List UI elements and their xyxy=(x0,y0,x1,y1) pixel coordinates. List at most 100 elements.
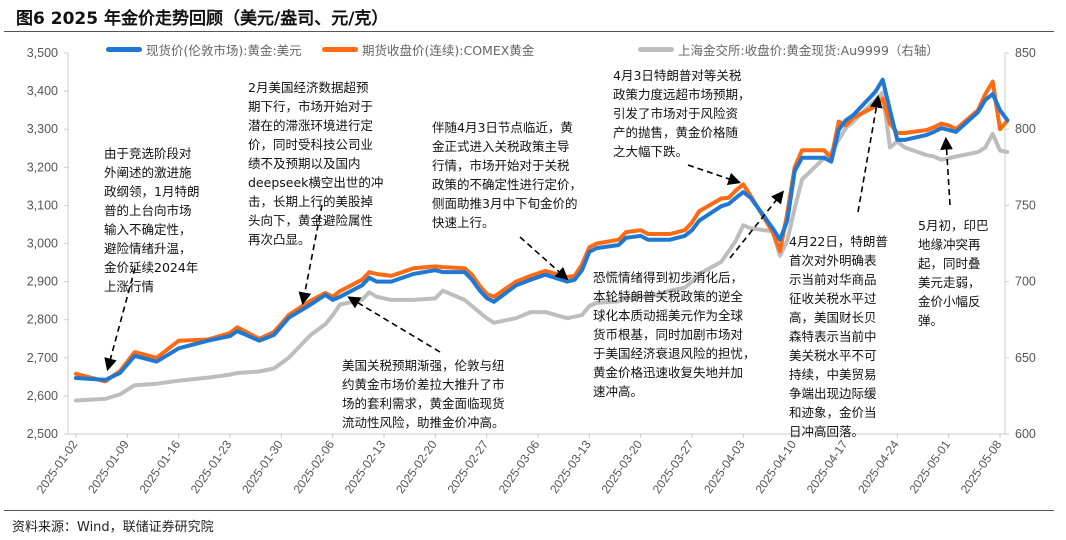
annotation-line: 输入不确定性， xyxy=(104,222,192,237)
x-tick-label: 2025-04-24 xyxy=(855,437,902,496)
annotation-line: 5月初，印巴 xyxy=(918,218,989,233)
annotation-line: 流动性风险，助推金价冲高。 xyxy=(342,415,505,430)
x-tick-label: 2025-04-03 xyxy=(701,437,748,496)
annotation-line: 产的抛售，黄金价格随 xyxy=(613,125,739,140)
annotation-text: 4月22日，特朗普 首次对外明确表 示当前对华商品 征收关税水平过 高，美国财长贝 森特表… xyxy=(789,232,888,441)
annotation-line: 美关税水平不可 xyxy=(789,348,877,363)
legend-swatch-sge xyxy=(638,47,674,52)
left-tick-label: 2,500 xyxy=(27,427,58,441)
series-line-spot xyxy=(74,77,1010,382)
left-tick-label: 3,200 xyxy=(27,160,58,174)
annotation-line: 于美国经济衰退风险的担忧， xyxy=(593,346,756,361)
annotation-line: 上涨行情 xyxy=(104,279,155,294)
legend-label-spot: 现货价(伦敦市场):黄金:美元 xyxy=(146,43,302,58)
annotation-line: 行情，市场开始对于关税 xyxy=(432,158,570,173)
annotation-text: 4月3日特朗普对等关税 政策力度远超市场预期， 引发了市场对于风险资 产的抛售，黄金价… xyxy=(613,66,751,161)
annotation-arrow xyxy=(519,236,569,281)
annotation-line: 美国关税预期渐强，伦敦与纽 xyxy=(342,358,505,373)
left-tick-label: 2,700 xyxy=(27,351,58,365)
annotation-line: 和迹象，金价当 xyxy=(789,405,877,420)
x-tick-label: 2025-01-23 xyxy=(188,437,235,496)
annotation-line: 普的上台向市场 xyxy=(104,203,192,218)
annotation-line: 避险情绪升温， xyxy=(104,241,192,256)
annotation-line: 再次凸显。 xyxy=(248,232,311,247)
annotation-line: 金价延续2024年 xyxy=(104,260,199,275)
left-tick-label: 3,000 xyxy=(27,237,58,251)
x-tick-label: 2025-03-06 xyxy=(496,437,543,496)
x-tick-label: 2025-02-27 xyxy=(444,437,491,496)
annotation-arrow xyxy=(940,136,953,206)
series-line-sge xyxy=(74,90,1010,403)
legend-label-sge: 上海金交所:收盘价:黄金现货:Au9999（右轴） xyxy=(678,43,939,58)
legend-swatch-spot xyxy=(106,47,142,52)
annotation-line: 政策的不确定性进行定价， xyxy=(432,177,583,192)
annotation-line: 地缘冲突再 xyxy=(918,237,981,252)
annotation-line: 外阐述的激进施 xyxy=(104,165,192,180)
legend-item-sge: 上海金交所:收盘价:黄金现货:Au9999（右轴） xyxy=(638,40,939,59)
annotation-line: 4月3日特朗普对等关税 xyxy=(613,68,742,83)
annotation-text: 由于竞选阶段对 外阐述的激进施 政纲领，1月特朗 普的上台向市场 输入不确定性， 避险情绪… xyxy=(104,144,199,296)
annotation-line: 期下行，市场开始对于 xyxy=(248,99,374,114)
x-tick-label: 2025-02-06 xyxy=(290,437,337,496)
annotation-line: 货币根基，同时加剧市场对 xyxy=(593,327,744,342)
x-tick-label: 2025-03-27 xyxy=(650,437,697,496)
annotation-line: 金价小幅反 xyxy=(918,294,981,309)
x-tick-label: 2025-05-08 xyxy=(958,437,1005,496)
annotation-line: 4月22日，特朗普 xyxy=(789,234,888,249)
source-note: 资料来源：Wind，联储证券研究院 xyxy=(12,520,214,535)
annotation-arrow xyxy=(298,204,323,306)
legend-label-futures: 期货收盘价(连续):COMEX黄金 xyxy=(362,43,535,58)
right-tick-label: 700 xyxy=(1015,275,1036,289)
right-tick-label: 800 xyxy=(1015,122,1036,136)
annotation-line: 快速上行。 xyxy=(432,215,495,230)
annotation-line: 头向下，黄金避险属性 xyxy=(248,213,374,228)
x-tick-label: 2025-01-16 xyxy=(136,437,183,496)
annotation-line: deepseek横空出世的冲 xyxy=(248,175,384,190)
annotation-line: 侧面助推3月中下旬金价的 xyxy=(432,196,578,211)
annotation-arrow xyxy=(104,267,136,372)
right-tick-label: 750 xyxy=(1015,198,1036,212)
annotation-text: 伴随4月3日节点临近，黄 金正式进入关税政策主导 行情，市场开始对于关税 政策的不确定… xyxy=(432,118,582,232)
annotation-arrow xyxy=(347,296,441,353)
annotation-line: 持续，中美贸易 xyxy=(789,367,877,382)
annotation-line: 首次对外明确表 xyxy=(789,253,877,268)
annotation-line: 价，同时受科技公司业 xyxy=(248,137,374,152)
annotation-line: 争端出现边际缓 xyxy=(789,386,877,401)
annotation-line: 由于竞选阶段对 xyxy=(104,146,192,161)
bottom-rule xyxy=(4,510,1054,511)
annotation-line: 2月美国经济数据超预 xyxy=(248,80,369,95)
top-rule xyxy=(4,31,1054,32)
left-tick-label: 3,100 xyxy=(27,198,58,212)
x-tick-label: 2025-01-02 xyxy=(34,437,81,496)
left-tick-label: 2,900 xyxy=(27,275,58,289)
x-tick-label: 2025-01-09 xyxy=(85,437,132,496)
annotation-line: 本轮特朗普关税政策的逆全 xyxy=(593,289,744,304)
left-tick-label: 2,600 xyxy=(27,389,58,403)
annotation-arrow xyxy=(729,190,784,259)
annotation-line: 球化本质动摇美元作为全球 xyxy=(593,308,744,323)
x-tick-label: 2025-04-17 xyxy=(804,437,851,496)
right-tick-label: 850 xyxy=(1015,46,1036,60)
annotation-line: 森特表示当前中 xyxy=(789,329,877,344)
annotation-line: 起，同时叠 xyxy=(918,256,981,271)
annotation-text: 恐慌情绪得到初步消化后， 本轮特朗普关税政策的逆全 球化本质动摇美元作为全球 货币根基… xyxy=(593,268,756,401)
annotation-line: 击，长期上行的美股掉 xyxy=(248,194,374,209)
annotation-line: 恐慌情绪得到初步消化后， xyxy=(593,270,744,285)
x-tick-label: 2025-03-20 xyxy=(598,437,645,496)
legend-item-futures: 期货收盘价(连续):COMEX黄金 xyxy=(322,40,534,59)
annotation-line: 示当前对华商品 xyxy=(789,272,877,287)
right-tick-label: 650 xyxy=(1015,351,1036,365)
series-line-futures xyxy=(74,79,1010,384)
annotation-line: 引发了市场对于风险资 xyxy=(613,106,739,121)
left-tick-label: 3,500 xyxy=(27,46,58,60)
annotation-line: 高，美国财长贝 xyxy=(789,310,877,325)
x-tick-label: 2025-03-13 xyxy=(547,437,594,496)
annotation-line: 政策力度远超市场预期， xyxy=(613,87,751,102)
annotation-line: 之大幅下跌。 xyxy=(613,144,689,159)
annotation-line: 潜在的滞涨环境进行定 xyxy=(248,118,374,133)
x-tick-label: 2025-01-30 xyxy=(239,437,286,496)
annotation-line: 政纲领，1月特朗 xyxy=(104,184,200,199)
annotation-text: 美国关税预期渐强，伦敦与纽 约黄金市场价差拉大推升了市 场的套利需求，黄金面临现货流… xyxy=(342,356,505,432)
